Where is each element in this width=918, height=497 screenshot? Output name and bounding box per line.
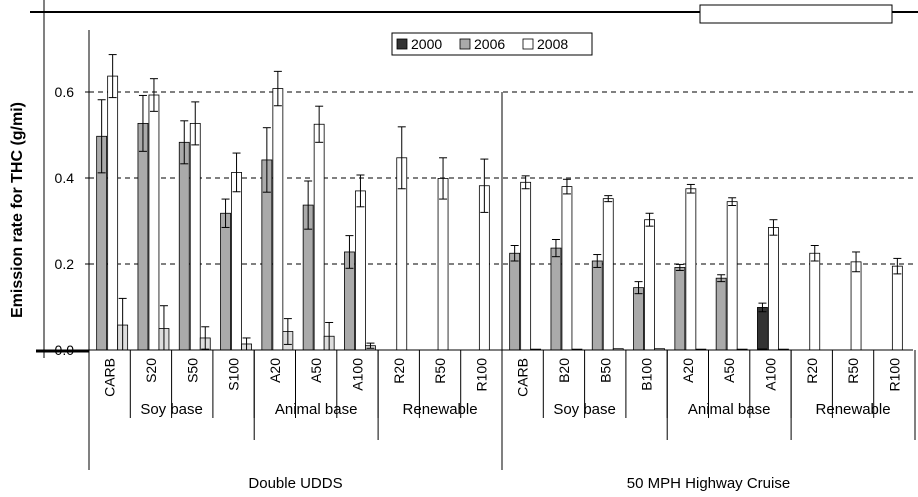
bar-2008-b50	[602, 198, 614, 351]
bar-2008-a50	[726, 201, 738, 351]
empty-box	[699, 4, 893, 24]
x-tick-label: S50	[184, 358, 200, 383]
bar-2000-a100	[757, 307, 768, 351]
x-tick-label: R20	[391, 358, 407, 384]
group-label: Animal base	[275, 401, 358, 418]
x-tick-label: CARB	[102, 358, 118, 397]
bar-2008-carb	[520, 181, 532, 351]
x-tick-labels: CARB S20 S50 S100 A20 A50 A100 R20 R50 R100 CARB B2…	[102, 358, 903, 397]
bar-2008-a100	[355, 190, 366, 351]
bar-2008-r50	[850, 261, 862, 351]
bar-2008-b20	[561, 186, 573, 351]
x-tick-label: S100	[226, 358, 242, 391]
x-tick-label: A100	[349, 358, 365, 391]
y-axis-title: Emission rate for THC (g/mi)	[9, 102, 26, 318]
bar-2008-r20	[809, 252, 821, 351]
legend-label: 2000	[411, 36, 442, 52]
group-label: Soy base	[553, 401, 616, 418]
x-tick-label: A50	[721, 358, 737, 383]
x-tick-label: B100	[639, 358, 655, 391]
legend-swatch	[396, 38, 408, 50]
bar-2008-a50	[313, 123, 325, 351]
x-tick-label: R100	[473, 358, 489, 392]
bar-2006-b20	[550, 247, 562, 351]
group-labels: Soy base Animal base Renewable Soy base Anim…	[140, 401, 890, 492]
bar-2008-a20	[685, 188, 697, 351]
group-label: Renewable	[816, 401, 891, 418]
bar-2006-s100	[220, 212, 231, 351]
cycle-label: 50 MPH Highway Cruise	[627, 475, 790, 492]
x-tick-label: R50	[432, 358, 448, 384]
legend: 2000 2006 2008	[391, 32, 593, 56]
legend-box	[391, 32, 593, 56]
legend-swatch	[459, 38, 471, 50]
x-tick-label: R100	[886, 358, 902, 392]
bar-2008-r100	[891, 265, 903, 351]
bar-2008-s100	[231, 172, 242, 351]
legend-label: 2006	[474, 36, 505, 52]
axes	[36, 30, 916, 470]
bar-2008-s50	[189, 122, 201, 351]
group-label: Soy base	[140, 401, 203, 418]
cycle-label: Double UDDS	[248, 475, 342, 492]
legend-label: 2008	[537, 36, 568, 52]
bar-2008-a20	[272, 88, 284, 351]
x-tick-label: R50	[845, 358, 861, 384]
bar-2008-r50	[437, 178, 449, 351]
y-tick-label: 0.6	[55, 84, 75, 100]
bar-2008-s20	[148, 94, 160, 351]
y-tick-label: 0.0	[55, 342, 75, 358]
x-tick-label: CARB	[515, 358, 531, 397]
x-tick-label: A20	[680, 358, 696, 383]
gridlines	[89, 91, 913, 265]
x-tick-label: S20	[143, 358, 159, 383]
y-tick-label: 0.2	[55, 256, 75, 272]
y-tick-label: 0.4	[55, 170, 75, 186]
group-label: Animal base	[688, 401, 771, 418]
bar-2006-b100	[633, 287, 644, 351]
x-tick-label: B50	[597, 358, 613, 383]
x-tick-label: A100	[762, 358, 778, 391]
group-label: Renewable	[403, 401, 478, 418]
bar-2006-s50	[178, 141, 190, 351]
x-tick-label: A20	[267, 358, 283, 383]
bar-2006-s20	[137, 122, 149, 351]
bar-2008-a100	[768, 227, 779, 351]
x-tick-label: R20	[804, 358, 820, 384]
bar-2006-a20	[674, 267, 686, 351]
y-tick-labels: 0.0 0.2 0.4 0.6	[55, 84, 75, 358]
bars	[96, 54, 903, 351]
bar-2008-carb	[107, 75, 119, 351]
bar-2008-b100	[644, 219, 655, 351]
bar-2006-b50	[591, 260, 603, 351]
x-tick-label: B20	[556, 358, 572, 383]
x-tick-label: A50	[308, 358, 324, 383]
bar-2006-a50	[715, 277, 727, 351]
bar-2006-carb	[509, 252, 521, 351]
legend-swatch	[522, 38, 534, 50]
